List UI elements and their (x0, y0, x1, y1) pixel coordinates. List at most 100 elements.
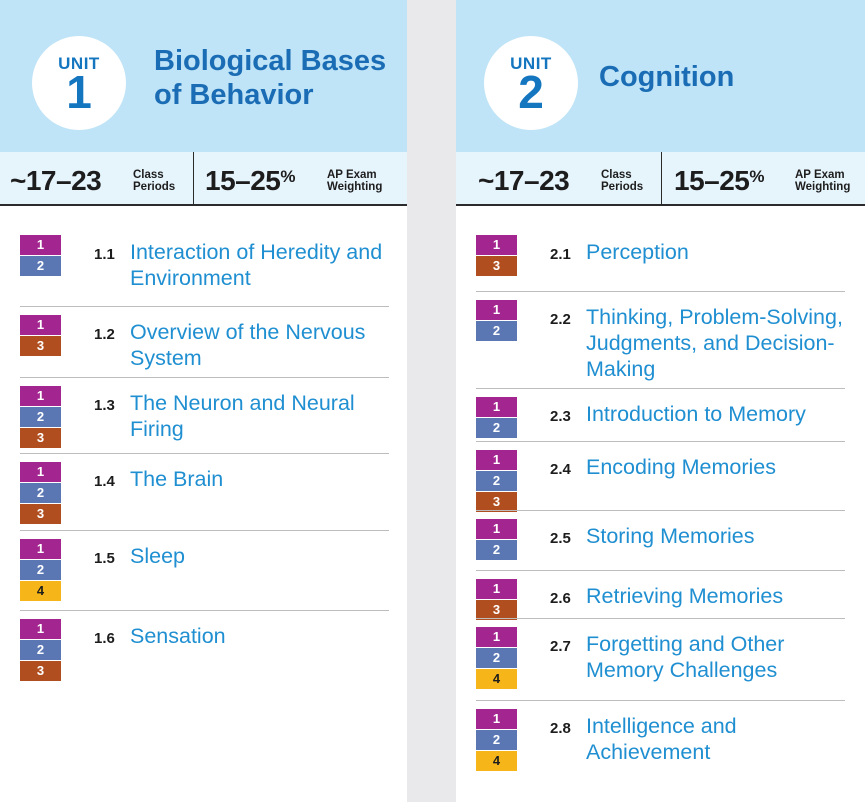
skill-badge-4: 4 (20, 581, 61, 601)
skill-badge-3: 3 (476, 492, 517, 512)
unit-number: 2 (518, 66, 544, 118)
topic-number: 1.3 (94, 397, 115, 414)
exam-weighting-label: AP Exam Weighting (327, 169, 383, 193)
skill-badge-1: 1 (20, 235, 61, 255)
skill-badge-1: 1 (20, 315, 61, 335)
topic-number: 1.6 (94, 630, 115, 647)
stats-divider (661, 152, 662, 204)
skill-badge-2: 2 (20, 256, 61, 276)
unit-title: Biological Bases of Behavior (154, 45, 387, 111)
unit-number: 1 (66, 66, 92, 118)
topic-row: 1 3 2.6 Retrieving Memories (476, 570, 845, 631)
skill-badge-1: 1 (476, 627, 517, 647)
skill-badge-1: 1 (476, 397, 517, 417)
skill-badge-2: 2 (476, 321, 517, 341)
skill-badge-2: 2 (476, 540, 517, 560)
skill-badge-1: 1 (476, 579, 517, 599)
topic-title: The Brain (130, 467, 224, 491)
unit-title: Cognition (599, 61, 735, 93)
skill-badge-4: 4 (476, 669, 517, 689)
unit-1-panel: UNIT 1 Biological Bases of Behavior ~17–… (0, 0, 407, 802)
topic-number: 2.5 (550, 530, 571, 547)
topic-row: 1 3 2.1 Perception (476, 235, 845, 295)
topic-row: 1 2 4 2.8 Intelligence and Achievement (476, 700, 845, 771)
class-periods-label: Class Periods (133, 169, 176, 193)
skill-badge-2: 2 (20, 407, 61, 427)
topic-title: Sleep (130, 544, 185, 568)
topic-number: 2.8 (550, 720, 571, 737)
topic-number: 1.1 (94, 246, 115, 263)
topic-number: 2.3 (550, 408, 571, 425)
topic-row: 1 2 3 1.3 The Neuron and Neural Firing (20, 377, 389, 448)
unit-header: UNIT 1 Biological Bases of Behavior (0, 0, 407, 152)
topic-row: 1 3 1.2 Overview of the Nervous System (20, 306, 389, 370)
skill-badge-2: 2 (476, 418, 517, 438)
topic-title: Retrieving Memories (586, 584, 784, 608)
topic-title: Interaction of Heredity and Environment (130, 240, 383, 290)
topic-row: 1 2 2.2 Thinking, Problem-Solving, Judgment… (476, 291, 845, 381)
skill-badge-1: 1 (20, 386, 61, 406)
skill-badge-2: 2 (20, 560, 61, 580)
exam-weighting-label: AP Exam Weighting (795, 169, 851, 193)
topic-number: 2.2 (550, 311, 571, 328)
topic-row: 1 2 2.3 Introduction to Memory (476, 388, 845, 449)
exam-weighting-value: 15–25% (674, 165, 764, 196)
skill-badge-2: 2 (476, 648, 517, 668)
topic-number: 2.6 (550, 590, 571, 607)
topic-row: 1 2 3 1.6 Sensation (20, 610, 389, 681)
skill-badge-1: 1 (476, 235, 517, 255)
skill-badge-3: 3 (20, 428, 61, 448)
unit-stats-bar: ~17–23 Class Periods 15–25% AP Exam Weig… (456, 152, 865, 206)
topic-title: Forgetting and Other Memory Challenges (586, 632, 785, 682)
topic-row: 1 2 4 1.5 Sleep (20, 530, 389, 601)
skill-badge-1: 1 (20, 619, 61, 639)
skill-badge-2: 2 (476, 730, 517, 750)
skill-badge-3: 3 (20, 504, 61, 524)
topic-number: 1.4 (94, 473, 115, 490)
class-periods-value: ~17–23 (478, 165, 570, 196)
skill-badge-1: 1 (476, 519, 517, 539)
unit-badge-circle: UNIT 2 (484, 36, 578, 130)
topic-row: 1 2 2.5 Storing Memories (476, 510, 845, 571)
skill-badge-1: 1 (20, 539, 61, 559)
skill-badge-1: 1 (476, 709, 517, 729)
topic-row: 1 2 4 2.7 Forgetting and Other Memory Challe… (476, 618, 845, 689)
topic-title: Overview of the Nervous System (130, 320, 366, 370)
topic-row: 1 2 1.1 Interaction of Heredity and Environ… (20, 235, 389, 295)
topic-title: Introduction to Memory (586, 402, 806, 426)
topic-title: Storing Memories (586, 524, 755, 548)
skill-badge-3: 3 (20, 661, 61, 681)
unit-stats-bar: ~17–23 Class Periods 15–25% AP Exam Weig… (0, 152, 407, 206)
skill-badge-1: 1 (20, 462, 61, 482)
unit-badge-circle: UNIT 1 (32, 36, 126, 130)
topic-number: 2.7 (550, 638, 571, 655)
topic-number: 2.4 (550, 461, 571, 478)
skill-badge-2: 2 (476, 471, 517, 491)
skill-badge-2: 2 (20, 640, 61, 660)
unit-header: UNIT 2 Cognition (456, 0, 865, 152)
topic-row: 1 2 3 2.4 Encoding Memories (476, 441, 845, 512)
topic-title: Sensation (130, 624, 226, 648)
page-gutter (407, 0, 456, 802)
topic-number: 1.2 (94, 326, 115, 343)
skill-badge-3: 3 (476, 256, 517, 276)
exam-weighting-value: 15–25% (205, 165, 295, 196)
topic-number: 1.5 (94, 550, 115, 567)
stats-divider (193, 152, 194, 204)
topic-title: Encoding Memories (586, 455, 777, 479)
topic-title: Perception (586, 240, 689, 264)
topic-title: The Neuron and Neural Firing (130, 391, 355, 441)
